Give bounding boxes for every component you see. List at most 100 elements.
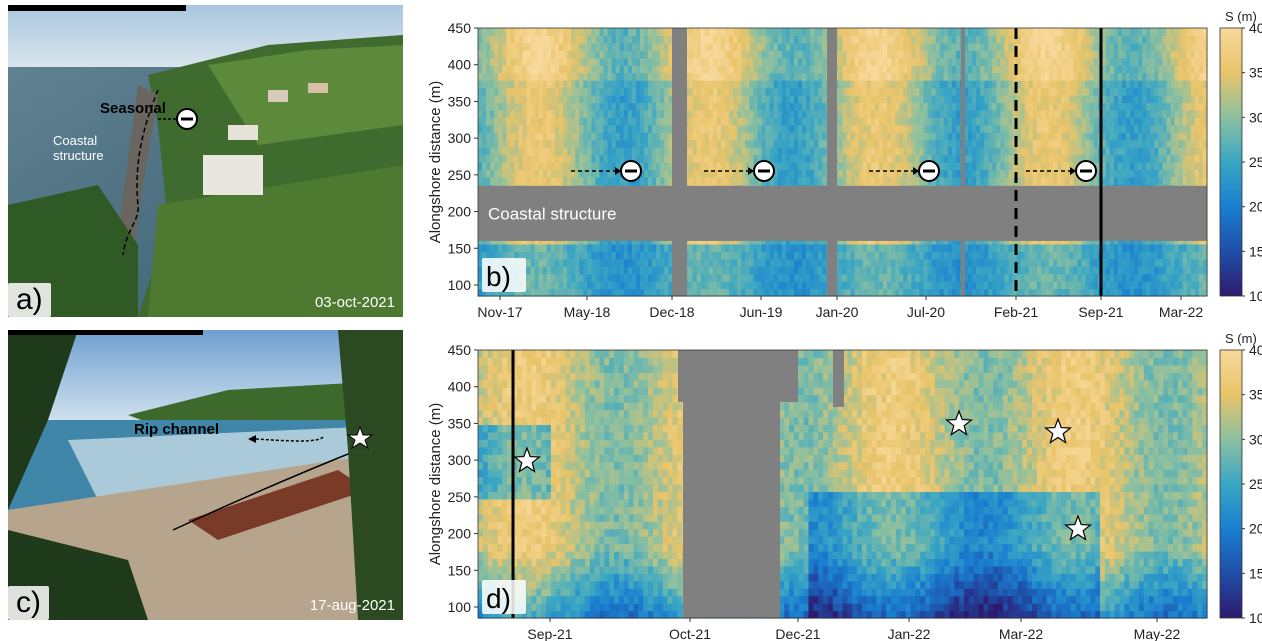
heatmap-cell <box>919 132 925 141</box>
heatmap-cell <box>619 124 625 133</box>
heatmap-cell <box>911 28 916 37</box>
heatmap-cell <box>891 162 896 171</box>
heatmap-cell <box>927 243 933 252</box>
heatmap-cell <box>530 273 536 282</box>
heatmap-cell <box>818 243 823 252</box>
heatmap-cell <box>793 72 799 81</box>
heatmap-cell <box>806 124 811 133</box>
heatmap-cell <box>611 65 617 74</box>
heatmap-cell <box>575 243 580 252</box>
heatmap-cell <box>972 28 977 37</box>
heatmap-cell <box>607 117 613 126</box>
heatmap-cell <box>899 147 904 156</box>
heatmap-cell <box>741 65 746 74</box>
heatmap-cell <box>664 132 669 141</box>
heatmap-cell <box>692 80 698 89</box>
heatmap-cell <box>964 42 969 51</box>
heatmap-cell <box>571 288 576 297</box>
heatmap-cell <box>518 162 524 171</box>
heatmap-cell <box>554 154 560 163</box>
heatmap-cell <box>696 169 702 178</box>
heatmap-cell <box>822 117 827 126</box>
heatmap-cell <box>810 80 815 89</box>
heatmap-cell <box>818 266 823 275</box>
heatmap-cell <box>866 288 872 297</box>
heatmap-cell <box>802 243 807 252</box>
heatmap-cell <box>1032 266 1038 275</box>
heatmap-cell <box>789 72 795 81</box>
heatmap-cell <box>721 288 726 297</box>
heatmap-cell <box>635 72 641 81</box>
heatmap-cell <box>514 109 520 118</box>
heatmap-cell <box>522 109 528 118</box>
heatmap-cell <box>664 251 669 260</box>
heatmap-cell <box>797 80 803 89</box>
heatmap-cell <box>737 288 742 297</box>
heatmap-cell <box>988 72 993 81</box>
heatmap-cell <box>733 169 738 178</box>
heatmap-cell <box>700 72 706 81</box>
heatmap-cell <box>850 50 856 59</box>
heatmap-cell <box>749 273 754 282</box>
heatmap-cell <box>640 95 645 104</box>
heatmap-cell <box>599 102 605 111</box>
heatmap-cell <box>502 109 507 118</box>
heatmap-cell <box>554 251 560 260</box>
heatmap-cell <box>765 117 771 126</box>
heatmap-cell <box>668 154 673 163</box>
heatmap-cell <box>716 95 722 104</box>
heatmap-cell <box>1012 109 1018 118</box>
heatmap-cell <box>854 243 860 252</box>
heatmap-cell <box>733 243 738 252</box>
heatmap-cell <box>725 243 730 252</box>
heatmap-cell <box>1016 251 1022 260</box>
heatmap-cell <box>607 28 613 37</box>
heatmap-cell <box>822 273 827 282</box>
heatmap-cell <box>583 139 588 148</box>
heatmap-cell <box>947 72 953 81</box>
heatmap-cell <box>737 95 742 104</box>
heatmap-cell <box>546 95 552 104</box>
heatmap-cell <box>534 258 540 267</box>
heatmap-cell <box>891 169 896 178</box>
heatmap-cell <box>725 169 730 178</box>
heatmap-cell <box>765 28 771 37</box>
heatmap-cell <box>761 139 767 148</box>
heatmap-cell <box>502 95 507 104</box>
heatmap-cell <box>599 281 605 290</box>
heatmap-cell <box>486 95 491 104</box>
heatmap-cell <box>660 243 665 252</box>
heatmap-cell <box>599 28 605 37</box>
heatmap-cell <box>603 162 609 171</box>
heatmap-cell <box>749 243 754 252</box>
heatmap-cell <box>850 28 856 37</box>
heatmap-cell <box>878 147 884 156</box>
heatmap-cell <box>502 35 507 44</box>
heatmap-cell <box>749 132 754 141</box>
heatmap-cell <box>571 169 576 178</box>
heatmap-cell <box>692 117 698 126</box>
heatmap-cell <box>737 251 742 260</box>
heatmap-cell <box>595 95 601 104</box>
heatmap-cell <box>563 243 568 252</box>
heatmap-cell <box>534 273 540 282</box>
heatmap-cell <box>704 162 710 171</box>
heatmap-cell <box>644 288 649 297</box>
heatmap-cell <box>814 35 819 44</box>
heatmap-cell <box>822 72 827 81</box>
heatmap-cell <box>627 50 633 59</box>
heatmap-cell <box>781 281 787 290</box>
heatmap-cell <box>668 35 673 44</box>
heatmap-cell <box>603 65 609 74</box>
heatmap-cell <box>506 42 511 51</box>
heatmap-cell <box>777 117 783 126</box>
heatmap-cell <box>575 50 580 59</box>
heatmap-cell <box>931 251 937 260</box>
heatmap-cell <box>494 154 499 163</box>
heatmap-cell <box>708 281 714 290</box>
heatmap-cell <box>542 80 548 89</box>
heatmap-cell <box>996 72 1002 81</box>
heatmap-cell <box>753 102 759 111</box>
heatmap-cell <box>781 139 787 148</box>
heatmap-cell <box>951 102 957 111</box>
